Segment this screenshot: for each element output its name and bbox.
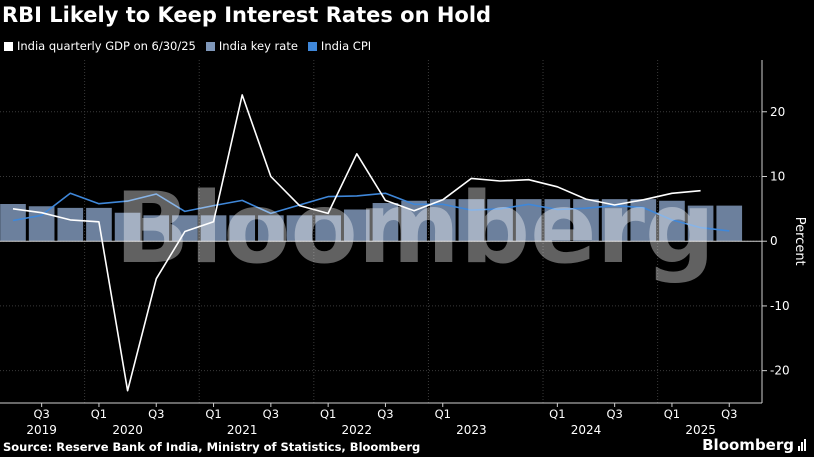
gdp-line [12, 94, 701, 392]
key-rate-bar [487, 199, 513, 242]
x-year-label: 2022 [342, 423, 373, 437]
key-rate-bar [716, 205, 743, 242]
brand-logo: Bloomberg [702, 436, 808, 454]
y-tick-label: -10 [770, 299, 790, 313]
key-rate-bar [143, 215, 170, 242]
brand-name: Bloomberg [702, 436, 794, 454]
y-tick-label: 0 [770, 234, 778, 248]
x-tick-label: Q3 [721, 407, 737, 421]
y-tick-label: -20 [770, 364, 790, 378]
x-year-label: 2023 [456, 423, 487, 437]
key-rate-bar [544, 199, 571, 242]
x-tick-label: Q1 [435, 407, 451, 421]
y-tick-label: 10 [770, 169, 785, 183]
legend-label-gdp: India quarterly GDP on 6/30/25 [17, 39, 196, 53]
legend-item-gdp: India quarterly GDP on 6/30/25 [4, 39, 196, 53]
y-axis-label: Percent [792, 217, 807, 266]
x-year-label: 2021 [227, 423, 258, 437]
key-rate-bar [343, 209, 370, 242]
legend-label-cpi: India CPI [320, 39, 372, 53]
key-rate-bar [687, 205, 714, 242]
legend-item-key-rate: India key rate [205, 39, 298, 53]
x-year-label: 2019 [26, 423, 57, 437]
y-tick-label: 20 [770, 105, 785, 119]
chart-legend: India quarterly GDP on 6/30/25 India key… [4, 39, 371, 53]
x-tick-label: Q1 [549, 407, 565, 421]
source-note: Source: Reserve Bank of India, Ministry … [3, 440, 421, 454]
key-rate-bar [315, 215, 341, 242]
x-year-label: 2024 [571, 423, 602, 437]
key-rate-bar [372, 203, 399, 242]
x-tick-label: Q3 [263, 407, 279, 421]
key-rate-bar [114, 212, 141, 242]
legend-label-key-rate: India key rate [218, 39, 298, 53]
bars-icon [798, 439, 808, 451]
key-rate-bar [458, 199, 485, 242]
key-rate-bar [630, 199, 657, 242]
x-tick-label: Q1 [91, 407, 107, 421]
legend-swatch-gdp [4, 41, 13, 51]
x-tick-label: Q3 [33, 407, 49, 421]
x-tick-label: Q1 [320, 407, 336, 421]
x-year-label: 2025 [685, 423, 716, 437]
x-tick-label: Q3 [148, 407, 164, 421]
legend-swatch-cpi [307, 41, 317, 51]
key-rate-bar [573, 199, 599, 242]
chart-title: RBI Likely to Keep Interest Rates on Hol… [2, 3, 492, 27]
watermark: Bloomberg [115, 172, 715, 286]
key-rate-bar [659, 200, 685, 242]
x-tick-label: Q1 [205, 407, 221, 421]
key-rate-bar [57, 207, 84, 242]
x-tick-label: Q1 [664, 407, 680, 421]
legend-swatch-key-rate [205, 41, 215, 51]
key-rate-bar [258, 215, 284, 242]
key-rate-bar [229, 215, 256, 242]
key-rate-bar [286, 215, 313, 242]
legend-item-cpi: India CPI [307, 39, 372, 53]
x-tick-label: Q3 [606, 407, 622, 421]
x-year-label: 2020 [112, 423, 143, 437]
cpi-line [12, 192, 730, 232]
x-tick-label: Q3 [377, 407, 393, 421]
